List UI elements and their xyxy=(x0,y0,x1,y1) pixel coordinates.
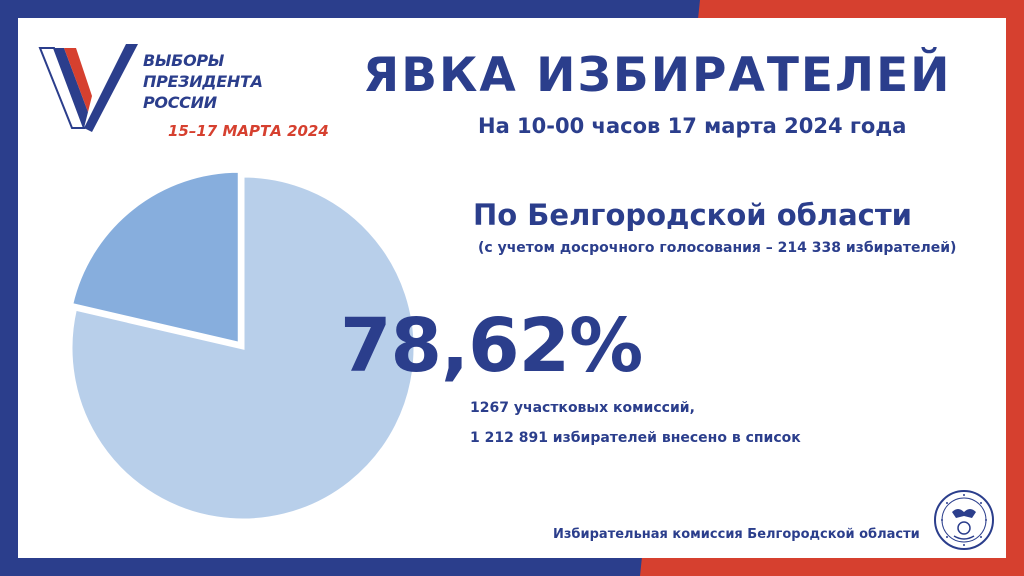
pie-slice-1 xyxy=(69,174,417,522)
turnout-pie-chart xyxy=(69,169,417,522)
turnout-data-label: 78,62% xyxy=(340,303,643,389)
elections-logo: ВЫБОРЫ ПРЕЗИДЕНТА РОССИИ 15–17 МАРТА 202… xyxy=(38,44,329,150)
page-title: ЯВКА ИЗБИРАТЕЛЕЙ xyxy=(363,48,952,103)
content-card: ВЫБОРЫ ПРЕЗИДЕНТА РОССИИ 15–17 МАРТА 202… xyxy=(18,18,1006,558)
logo-dates: 15–17 МАРТА 2024 xyxy=(168,122,329,140)
logo-line-3: РОССИИ xyxy=(143,93,217,112)
commissions-count: 1267 участковых комиссий, xyxy=(470,400,695,416)
logo-text: ВЫБОРЫ ПРЕЗИДЕНТА РОССИИ xyxy=(143,50,303,113)
commission-name: Избирательная комиссия Белгородской обла… xyxy=(553,527,920,542)
pie-slice-2 xyxy=(69,169,241,346)
region-heading: По Белгородской области xyxy=(473,198,912,232)
page-subtitle: На 10-00 часов 17 марта 2024 года xyxy=(478,114,907,138)
logo-line-1: ВЫБОРЫ xyxy=(143,51,225,70)
checkmark-icon xyxy=(38,44,138,132)
logo-line-2: ПРЕЗИДЕНТА xyxy=(143,72,263,91)
commission-emblem-icon xyxy=(934,490,994,550)
voters-count: 1 212 891 избирателей внесено в список xyxy=(470,430,801,446)
early-voting-note: (с учетом досрочного голосования – 214 3… xyxy=(478,240,957,256)
